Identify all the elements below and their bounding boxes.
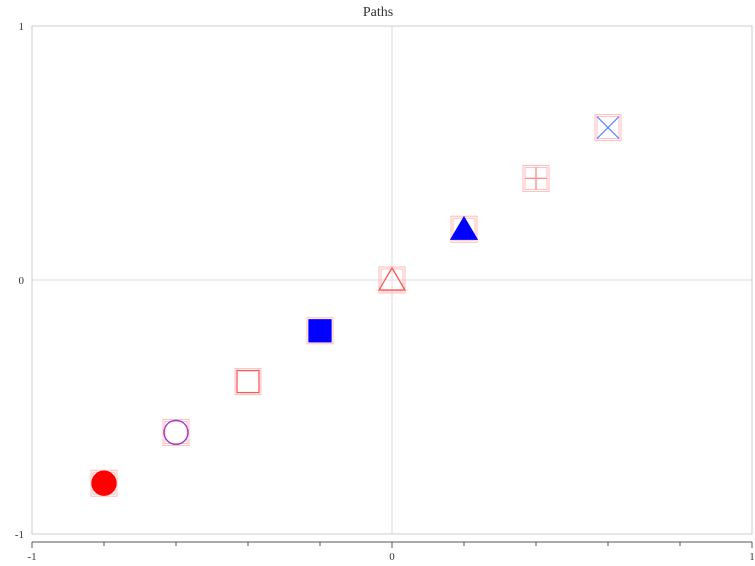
marker-box-inner: [236, 370, 260, 394]
y-tick-label: -1: [15, 529, 24, 541]
data-point-plus: [522, 164, 550, 192]
cross-marker-b: [596, 116, 620, 140]
triangle-marker: [377, 266, 407, 291]
x-tick-label: 1: [749, 551, 755, 563]
marker-box-outer: [162, 418, 190, 446]
data-point-square: [306, 317, 334, 345]
data-point-cross: [594, 114, 622, 142]
data-point-circle: [162, 418, 190, 446]
x-tick-label: 0: [389, 551, 395, 563]
square-marker: [308, 319, 332, 343]
plot-frame: [31, 25, 753, 535]
grid-lines: [32, 26, 752, 534]
marker-box-inner: [164, 420, 188, 444]
data-points: [90, 114, 622, 497]
data-point-triangle: [377, 266, 407, 294]
circle-marker: [163, 419, 189, 446]
data-point-square: [234, 368, 262, 396]
y-tick-label: 0: [19, 275, 25, 287]
marker-box-outer: [234, 368, 262, 396]
x-tick-label: -1: [27, 551, 36, 563]
tick-labels: -1 0 1 -1 0 1: [15, 21, 755, 563]
marker-box-outer: [306, 317, 334, 345]
marker-box-inner: [596, 116, 620, 140]
data-point-circle: [90, 469, 118, 497]
y-tick-label: 1: [19, 21, 25, 33]
chart-title: Paths: [363, 5, 393, 20]
marker-box-outer: [90, 469, 118, 497]
circle-marker: [91, 470, 117, 496]
triangle-marker: [449, 215, 479, 240]
marker-box-outer: [594, 114, 622, 142]
axes: [31, 25, 753, 548]
marker-box-outer: [522, 164, 550, 192]
square-marker: [236, 369, 260, 394]
data-point-triangle: [449, 215, 479, 243]
